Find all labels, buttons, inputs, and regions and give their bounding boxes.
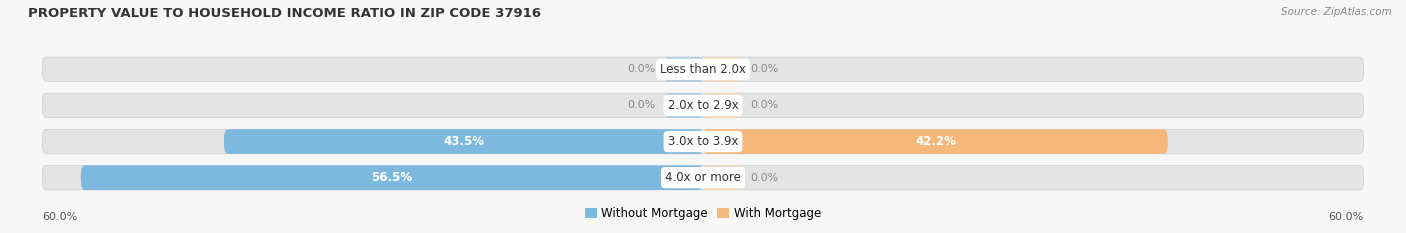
- Legend: Without Mortgage, With Mortgage: Without Mortgage, With Mortgage: [581, 202, 825, 225]
- FancyBboxPatch shape: [703, 129, 1168, 154]
- FancyBboxPatch shape: [665, 57, 703, 82]
- Text: 0.0%: 0.0%: [627, 100, 655, 110]
- FancyBboxPatch shape: [224, 129, 703, 154]
- Text: 0.0%: 0.0%: [751, 100, 779, 110]
- Text: 60.0%: 60.0%: [1329, 212, 1364, 222]
- Text: 43.5%: 43.5%: [443, 135, 484, 148]
- Text: Less than 2.0x: Less than 2.0x: [659, 63, 747, 76]
- Text: 42.2%: 42.2%: [915, 135, 956, 148]
- Text: 3.0x to 3.9x: 3.0x to 3.9x: [668, 135, 738, 148]
- FancyBboxPatch shape: [42, 93, 1364, 118]
- FancyBboxPatch shape: [42, 165, 1364, 190]
- Text: PROPERTY VALUE TO HOUSEHOLD INCOME RATIO IN ZIP CODE 37916: PROPERTY VALUE TO HOUSEHOLD INCOME RATIO…: [28, 7, 541, 20]
- FancyBboxPatch shape: [703, 165, 741, 190]
- Text: 60.0%: 60.0%: [42, 212, 77, 222]
- Text: 56.5%: 56.5%: [371, 171, 412, 184]
- FancyBboxPatch shape: [42, 129, 1364, 154]
- Text: 0.0%: 0.0%: [751, 173, 779, 183]
- FancyBboxPatch shape: [42, 57, 1364, 82]
- Text: 0.0%: 0.0%: [627, 64, 655, 74]
- FancyBboxPatch shape: [80, 165, 703, 190]
- Text: Source: ZipAtlas.com: Source: ZipAtlas.com: [1281, 7, 1392, 17]
- FancyBboxPatch shape: [703, 57, 741, 82]
- Text: 4.0x or more: 4.0x or more: [665, 171, 741, 184]
- Text: 0.0%: 0.0%: [751, 64, 779, 74]
- FancyBboxPatch shape: [703, 93, 741, 118]
- FancyBboxPatch shape: [665, 93, 703, 118]
- Text: 2.0x to 2.9x: 2.0x to 2.9x: [668, 99, 738, 112]
